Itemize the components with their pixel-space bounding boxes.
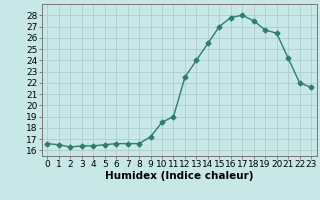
X-axis label: Humidex (Indice chaleur): Humidex (Indice chaleur) bbox=[105, 171, 253, 181]
